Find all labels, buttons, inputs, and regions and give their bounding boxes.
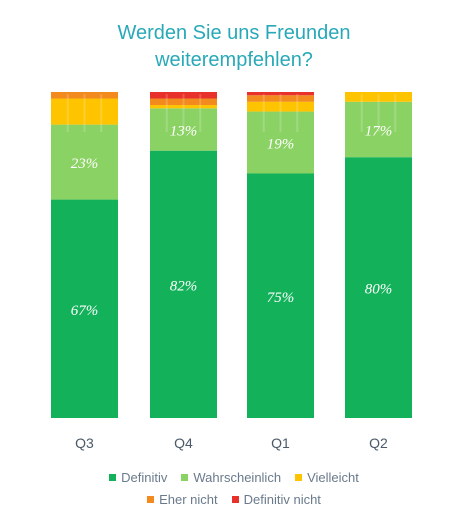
legend-label: Definitiv nicht [243,492,321,507]
bar-segment-eher-nicht-q1 [247,95,314,102]
legend-row: Definitiv Wahrscheinlich Vielleicht [0,470,468,485]
bar-segment-eher-nicht-q4 [150,98,217,106]
stacked-bar-chart: 67% 23% Q3 82% 13% Q4 75% 19% Q1 80% 17% Q2 [51,92,412,451]
bar-segment-wahrscheinlich-q2 [345,101,412,158]
data-label-wahrscheinlich-q1: 19% [267,137,295,153]
legend-swatch [231,496,239,503]
legend-label: Eher nicht [159,492,218,507]
data-label-definitiv-q2: 80% [365,282,393,298]
legend-item-vielleicht: Vielleicht [295,470,359,485]
data-label-definitiv-q3: 67% [71,303,99,319]
x-tick-label-q3: Q3 [75,435,94,451]
bar-segment-wahrscheinlich-q1 [247,111,314,174]
bar-segment-eher-nicht-q3 [51,92,118,99]
bar-segment-definitiv-q4 [150,150,217,418]
legend-item-definitiv: Definitiv [109,470,167,485]
bar-segment-definitiv-q1 [247,173,314,418]
bar-segment-vielleicht-q2 [345,92,412,102]
legend-swatch [295,474,303,481]
chart-title-line-1: Werden Sie uns Freunden [117,22,351,44]
chart-legend: Definitiv Wahrscheinlich Vielleicht Eher n… [0,470,468,514]
legend-row: Eher nicht Definitiv nicht [0,492,468,507]
bar-segment-wahrscheinlich-q3 [51,124,118,200]
legend-label: Wahrscheinlich [193,470,282,485]
legend-label: Vielleicht [307,470,359,485]
bar-segment-vielleicht-q4 [150,105,217,109]
bar-segment-definitiv-nicht-q4 [150,92,217,99]
x-tick-label-q2: Q2 [369,435,388,451]
legend-item-wahrscheinlich: Wahrscheinlich [181,470,281,485]
legend-item-definitiv-nicht: Definitiv nicht [231,492,321,507]
legend-item-eher-nicht: Eher nicht [147,492,218,507]
legend-swatch [109,474,117,481]
data-label-wahrscheinlich-q4: 13% [170,123,198,139]
data-label-definitiv-q4: 82% [170,278,198,294]
legend-label: Definitiv [121,470,168,485]
x-tick-label-q4: Q4 [174,435,193,451]
legend-swatch [181,474,189,481]
legend-swatch [147,496,155,503]
bar-segment-definitiv-q3 [51,199,118,418]
bar-segment-vielleicht-q1 [247,101,314,112]
bar-segment-definitiv-nicht-q1 [247,92,314,96]
data-label-wahrscheinlich-q3: 23% [71,156,99,172]
bar-segment-definitiv-q2 [345,157,412,418]
data-label-definitiv-q1: 75% [267,290,295,306]
bar-segment-wahrscheinlich-q4 [150,108,217,151]
bar-segment-vielleicht-q3 [51,98,118,125]
x-tick-label-q1: Q1 [271,435,290,451]
chart-title-line-2: weiterempfehlen? [155,49,313,71]
data-label-wahrscheinlich-q2: 17% [365,123,393,139]
chart-title: Werden Sie uns Freunden weiterempfehlen? [0,20,468,74]
